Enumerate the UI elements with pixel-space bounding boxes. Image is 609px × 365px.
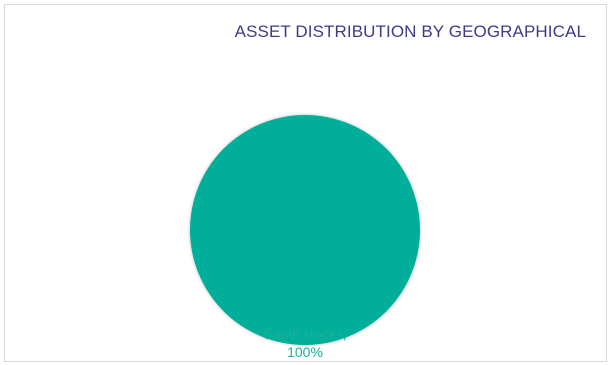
slice-label-value: 100% — [287, 344, 323, 360]
slice-label-name: Saudi stocks, — [263, 326, 346, 342]
pie-slices — [190, 115, 420, 345]
pie-labels: Saudi stocks, 100% — [263, 326, 346, 360]
pie-slice — [190, 115, 420, 345]
chart-title: ASSET DISTRIBUTION BY GEOGRAPHICAL — [234, 22, 586, 41]
